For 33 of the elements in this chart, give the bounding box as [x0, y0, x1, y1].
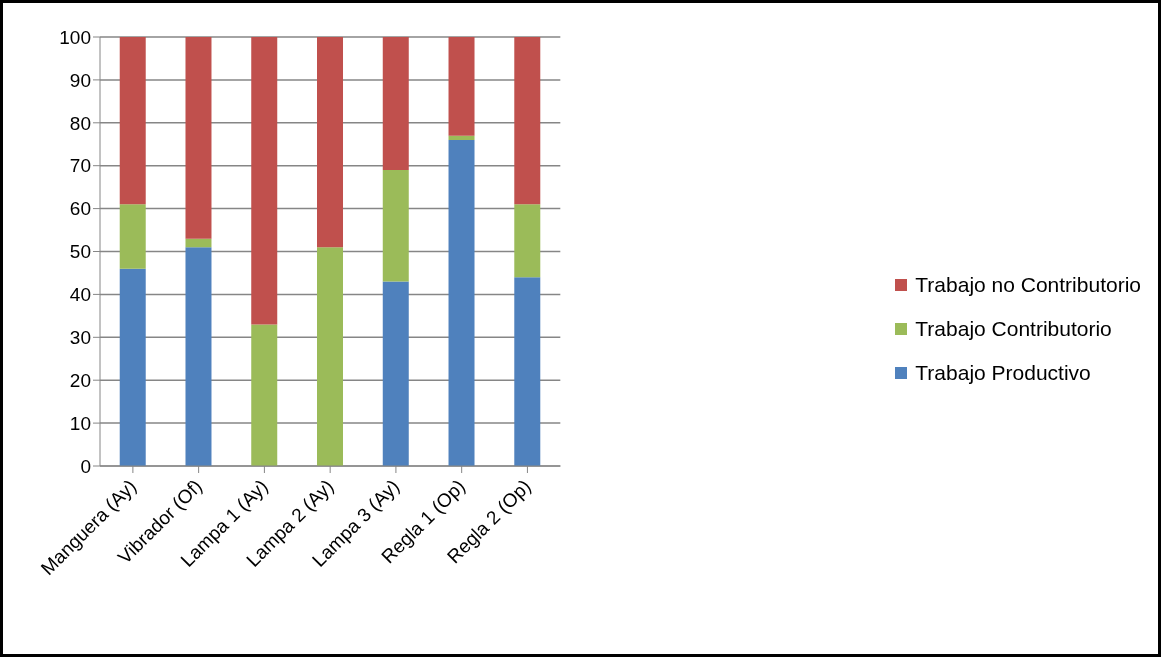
bar [382, 281, 409, 466]
y-tick-label: 30 [69, 327, 91, 349]
legend-label: Trabajo Contributorio [915, 316, 1112, 341]
bar [119, 37, 146, 205]
bar [448, 37, 475, 136]
bar [514, 204, 541, 278]
bar [317, 247, 343, 466]
bar [514, 37, 541, 205]
legend-label: Trabajo no Contributorio [915, 272, 1141, 297]
bar [448, 139, 475, 466]
y-tick-label: 50 [69, 241, 91, 263]
bar [119, 204, 146, 269]
bar [185, 247, 212, 466]
y-tick-label: 80 [69, 112, 91, 134]
bar [119, 268, 146, 466]
bar [251, 324, 278, 466]
y-tick-label: 10 [69, 412, 91, 434]
bar [185, 37, 212, 239]
y-tick-label: 40 [69, 284, 91, 306]
y-tick-label: 100 [59, 26, 91, 48]
y-tick-label: 0 [80, 455, 91, 477]
y-tick-label: 70 [69, 155, 91, 177]
y-tick-label: 20 [69, 369, 91, 391]
y-tick-label: 90 [69, 69, 91, 91]
bar [317, 37, 343, 248]
bar [185, 238, 212, 248]
bar [448, 135, 475, 140]
bar [251, 37, 278, 325]
bar [514, 277, 541, 466]
y-tick-label: 60 [69, 198, 91, 220]
legend-label: Trabajo Productivo [915, 360, 1091, 385]
bar [382, 169, 409, 282]
bar [382, 37, 409, 170]
